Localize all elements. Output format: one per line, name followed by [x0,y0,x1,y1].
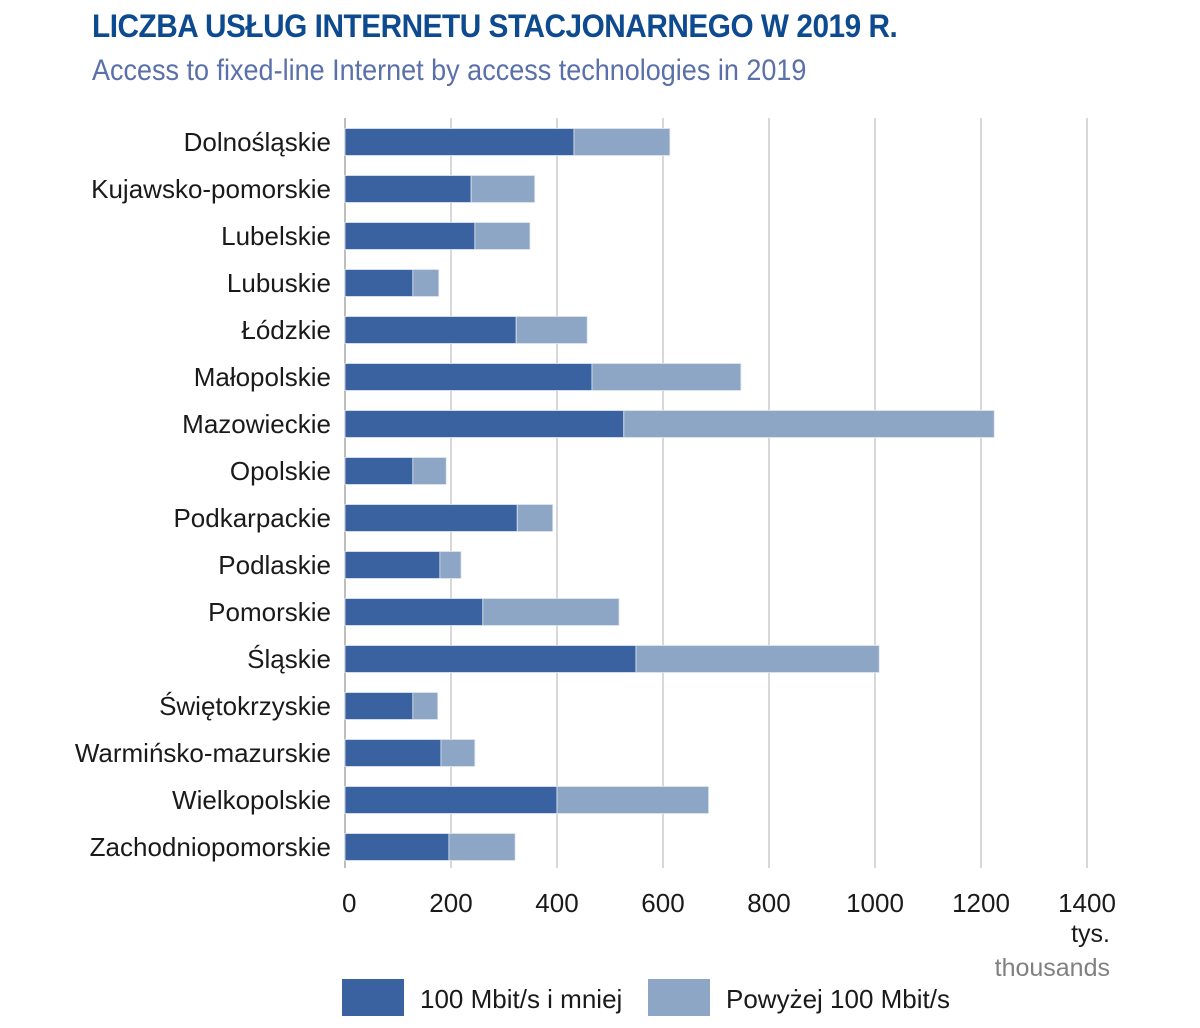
bar-segment-series-2 [556,786,709,814]
bar-segment-series-1 [344,363,593,391]
chart-title: LICZBA USŁUG INTERNETU STACJONARNEGO W 2… [92,8,898,44]
bar-segment-series-2 [412,269,440,297]
category-label: Śląskie [247,644,331,674]
bar-segment-series-1 [344,128,575,156]
category-label: Kujawsko-pomorskie [91,174,331,204]
bar-segment-series-1 [344,645,637,673]
bar-segment-series-2 [412,692,439,720]
bar-segment-series-2 [470,175,536,203]
x-tick-label: 1400 [1058,888,1116,918]
bar-segment-series-2 [635,645,880,673]
bars [344,128,995,861]
bar-segment-series-1 [344,269,414,297]
bar-segment-series-2 [573,128,671,156]
category-label: Podkarpackie [173,503,331,533]
bar-segment-series-1 [344,316,517,344]
x-tick-label: 1000 [846,888,904,918]
bar-segment-series-2 [439,551,462,579]
bar-segment-series-2 [591,363,742,391]
category-label: Świętokrzyskie [159,691,331,721]
category-labels: Dolnośląskie Kujawsko-pomorskie Lubelskie L… [75,127,331,862]
category-label: Mazowieckie [182,409,331,439]
bar-segment-series-2 [440,739,476,767]
category-label: Lubuskie [227,268,331,298]
bar-segment-series-1 [344,410,625,438]
category-label: Wielkopolskie [172,785,331,815]
gridlines [344,118,1088,868]
x-tick-label: 1200 [952,888,1010,918]
bar-segment-series-1 [344,504,518,532]
legend-swatch-series-1 [342,979,404,1016]
unit-label-en: thousands [995,954,1110,982]
x-tick-labels: 0 200 400 600 800 1000 1200 1400 [342,888,1116,918]
category-label: Opolskie [230,456,331,486]
category-label: Zachodniopomorskie [90,832,331,862]
bar-segment-series-2 [515,316,588,344]
bar-segment-series-1 [344,786,558,814]
bar-segment-series-2 [412,457,447,485]
bar-segment-series-1 [344,551,441,579]
bar-segment-series-2 [623,410,995,438]
category-label: Warmińsko-mazurskie [75,738,331,768]
bar-segment-series-2 [516,504,554,532]
bar-segment-series-2 [448,833,516,861]
category-label: Dolnośląskie [184,127,331,157]
category-label: Lubelskie [221,221,331,251]
x-tick-label: 600 [641,888,684,918]
bar-segment-series-2 [474,222,531,250]
legend-label-series-2: Powyżej 100 Mbit/s [726,984,950,1014]
bar-segment-series-1 [344,457,414,485]
category-label: Pomorskie [208,597,331,627]
unit-label: tys. [1071,920,1110,948]
category-label: Łódzkie [241,315,331,345]
legend-swatch-series-2 [648,979,710,1016]
bar-segment-series-1 [344,692,414,720]
bar-segment-series-1 [344,833,450,861]
x-tick-label: 800 [747,888,790,918]
bar-segment-series-1 [344,175,472,203]
legend: 100 Mbit/s i mniej Powyżej 100 Mbit/s [342,979,950,1016]
x-tick-label: 200 [429,888,472,918]
bar-segment-series-1 [344,739,442,767]
bar-segment-series-2 [482,598,620,626]
category-label: Podlaskie [218,550,331,580]
x-tick-label: 400 [535,888,578,918]
bar-segment-series-1 [344,222,476,250]
chart-subtitle: Access to fixed-line Internet by access … [92,54,807,87]
bar-segment-series-1 [344,598,484,626]
category-label: Małopolskie [194,362,331,392]
legend-label-series-1: 100 Mbit/s i mniej [420,984,622,1014]
x-tick-label: 0 [342,888,356,918]
